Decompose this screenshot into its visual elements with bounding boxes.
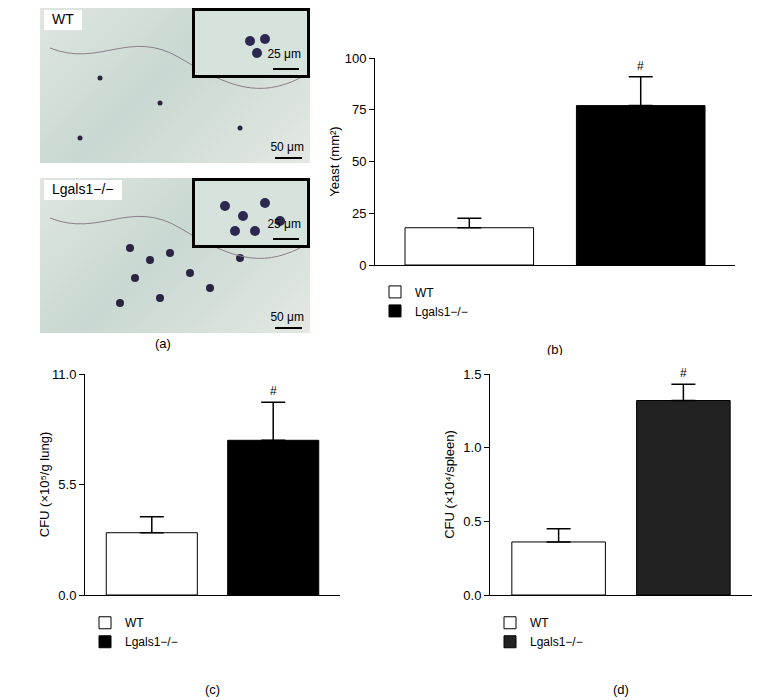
html-text:(a): (a) (155, 336, 171, 351)
svg-text:1.0: 1.0 (463, 440, 481, 455)
svg-text:0.0: 0.0 (58, 588, 76, 603)
svg-text:Lgals1−/−: Lgals1−/− (530, 635, 583, 649)
svg-text:(c): (c) (205, 682, 220, 697)
svg-text:CFU (×10⁵/g lung): CFU (×10⁵/g lung) (37, 432, 52, 537)
svg-text:#: # (270, 384, 277, 398)
svg-text:50: 50 (352, 154, 366, 169)
svg-text:Lgals1−/−: Lgals1−/− (415, 305, 468, 319)
svg-text:75: 75 (352, 102, 366, 117)
svg-text:#: # (680, 366, 687, 380)
svg-text:25: 25 (352, 206, 366, 221)
svg-text:(b): (b) (547, 342, 563, 357)
html-text:50 μm: 50 μm (270, 140, 304, 154)
svg-text:5.5: 5.5 (58, 477, 76, 492)
html-text:Lgals1−/−: Lgals1−/− (52, 181, 114, 197)
html-text:WT: WT (52, 11, 74, 27)
svg-text:#: # (637, 59, 644, 73)
svg-text:0: 0 (359, 258, 366, 273)
svg-text:0.0: 0.0 (463, 588, 481, 603)
svg-text:Yeast (mm²): Yeast (mm²) (327, 126, 342, 196)
svg-text:1.5: 1.5 (463, 367, 481, 382)
svg-text:WT: WT (415, 286, 434, 300)
html-text:50 μm: 50 μm (270, 310, 304, 324)
html-text:25 μm: 25 μm (267, 217, 301, 231)
svg-text:Lgals1−/−: Lgals1−/− (125, 635, 178, 649)
svg-text:(d): (d) (613, 682, 629, 697)
html-text:25 μm: 25 μm (267, 47, 301, 61)
svg-text:WT: WT (125, 616, 144, 630)
svg-text:100: 100 (345, 51, 367, 66)
svg-text:11.0: 11.0 (52, 367, 76, 382)
svg-text:CFU (×10⁴/spleen): CFU (×10⁴/spleen) (442, 430, 457, 539)
svg-text:0.5: 0.5 (463, 514, 481, 529)
svg-text:WT: WT (530, 616, 549, 630)
